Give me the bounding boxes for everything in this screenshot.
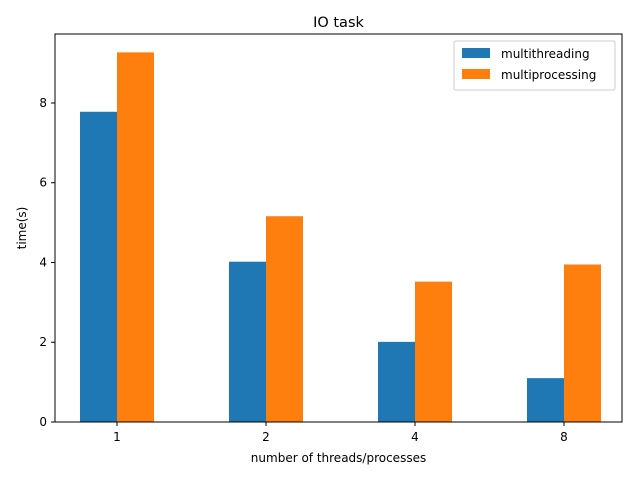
chart-title: IO task: [313, 15, 364, 31]
bar-multithreading-4: [378, 341, 415, 422]
legend-label-multithreading: multithreading: [501, 47, 590, 61]
x-tick-label: 1: [113, 430, 121, 444]
x-axis-label: number of threads/processes: [251, 451, 426, 465]
x-tick-label: 8: [560, 430, 568, 444]
y-tick-label: 0: [39, 415, 47, 429]
legend: multithreading multiprocessing: [453, 40, 616, 91]
bar-multiprocessing-8: [564, 264, 601, 422]
legend-box: [453, 40, 616, 91]
legend-label-multiprocessing: multiprocessing: [501, 68, 596, 82]
bar-multithreading-1: [80, 111, 117, 422]
bar-multiprocessing-2: [266, 216, 303, 422]
y-tick-label: 8: [39, 96, 47, 110]
x-tick-label: 4: [411, 430, 419, 444]
bar-multithreading-2: [229, 261, 266, 422]
legend-swatch-multithreading: [462, 48, 490, 58]
plot-area: [80, 52, 601, 423]
legend-swatch-multiprocessing: [462, 69, 490, 79]
y-tick-label: 4: [39, 255, 47, 269]
y-tick-label: 6: [39, 176, 47, 190]
x-tick-label: 2: [262, 430, 270, 444]
y-axis: 0 2 4 6 8: [39, 96, 55, 429]
x-axis: 1 2 4 8: [113, 422, 568, 444]
y-axis-label: time(s): [15, 207, 29, 250]
y-tick-label: 2: [39, 335, 47, 349]
bar-multiprocessing-1: [117, 52, 154, 423]
plot-frame: [54, 33, 623, 423]
bar-multithreading-8: [527, 378, 564, 422]
bar-multiprocessing-4: [415, 281, 452, 422]
